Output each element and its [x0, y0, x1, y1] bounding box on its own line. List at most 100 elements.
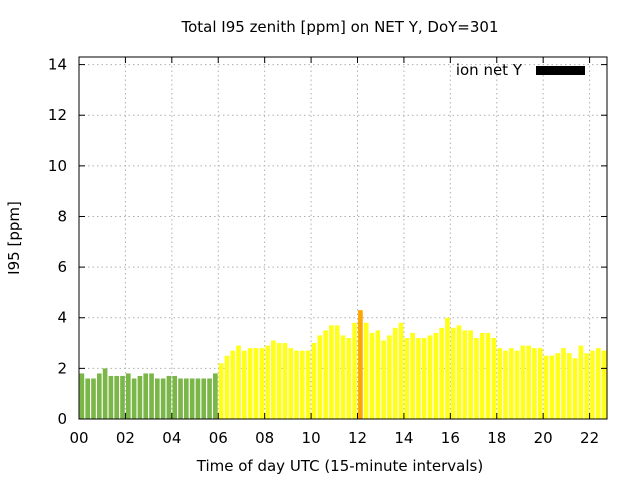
bar — [253, 348, 259, 419]
y-tick-label: 12 — [48, 106, 67, 124]
bar — [155, 378, 160, 419]
bar — [317, 335, 323, 419]
bar — [329, 325, 334, 419]
x-axis-label: Time of day UTC (15-minute intervals) — [196, 457, 483, 475]
bar — [213, 373, 218, 419]
bar — [282, 343, 288, 419]
x-tick-label: 16 — [441, 429, 460, 447]
x-tick-label: 14 — [394, 429, 413, 447]
grid-layer — [79, 57, 607, 419]
bar — [85, 378, 91, 419]
bar — [404, 337, 410, 419]
x-tick-label: 02 — [116, 429, 135, 447]
bar — [474, 337, 479, 419]
bar — [450, 327, 456, 419]
bar — [334, 325, 340, 419]
bar — [555, 353, 560, 419]
bar — [300, 350, 305, 419]
bar — [131, 378, 137, 419]
bar — [160, 378, 166, 419]
bar — [79, 373, 85, 419]
bar — [149, 373, 154, 419]
bar — [201, 378, 207, 419]
bar — [433, 332, 439, 419]
legend-swatch — [536, 66, 585, 75]
bar — [462, 330, 468, 419]
x-tick-label: 00 — [69, 429, 88, 447]
bar — [387, 335, 392, 419]
bar — [166, 375, 172, 419]
bar — [561, 348, 566, 419]
bar — [584, 353, 590, 419]
bar — [526, 345, 531, 419]
bar — [340, 335, 346, 419]
bar — [520, 345, 526, 419]
bar — [479, 332, 485, 419]
bar — [508, 348, 514, 419]
bar — [224, 355, 230, 419]
x-tick-label: 12 — [348, 429, 367, 447]
bar — [265, 345, 270, 419]
x-tick-label: 04 — [162, 429, 181, 447]
x-tick-label: 20 — [534, 429, 553, 447]
bar — [595, 348, 601, 419]
bar — [491, 337, 497, 419]
bar — [91, 378, 96, 419]
bar — [497, 348, 502, 419]
bar — [184, 378, 189, 419]
y-tick-label: 8 — [57, 207, 67, 225]
bar — [352, 322, 357, 419]
bar — [410, 332, 415, 419]
bar — [108, 375, 114, 419]
y-tick-label: 14 — [48, 56, 67, 74]
x-tick-label: 22 — [580, 429, 599, 447]
bar — [549, 355, 555, 419]
bar — [178, 378, 183, 419]
bar — [96, 373, 102, 419]
bar — [532, 348, 537, 419]
y-tick-label: 2 — [57, 359, 67, 377]
bar — [416, 337, 421, 419]
bar — [172, 375, 178, 419]
bar — [601, 350, 607, 419]
bar — [590, 350, 595, 419]
x-tick-label: 18 — [487, 429, 506, 447]
y-axis-label: I95 [ppm] — [5, 201, 23, 275]
bar — [247, 348, 253, 419]
y-tick-label: 0 — [57, 410, 67, 428]
bar — [543, 355, 549, 419]
bar — [363, 322, 369, 419]
bar — [236, 345, 241, 419]
y-tick-label: 10 — [48, 157, 67, 175]
bar — [503, 350, 508, 419]
bar — [218, 363, 224, 419]
plot-frame — [78, 56, 608, 420]
bar — [392, 327, 398, 419]
bar — [114, 375, 120, 419]
bar — [102, 368, 108, 419]
bar — [381, 340, 386, 419]
bar — [485, 332, 491, 419]
bar — [126, 373, 131, 419]
bar — [242, 350, 247, 419]
bar — [572, 358, 578, 419]
x-tick-label: 06 — [209, 429, 228, 447]
bar — [398, 322, 404, 419]
bar — [207, 378, 212, 419]
bar — [445, 317, 450, 419]
bar — [427, 335, 433, 419]
bars-layer — [79, 310, 607, 419]
bar — [375, 330, 381, 419]
chart-title: Total I95 zenith [ppm] on NET Y, DoY=301 — [180, 18, 498, 36]
legend: ion net Y — [456, 61, 585, 79]
bar — [346, 337, 352, 419]
bar — [189, 378, 195, 419]
x-tick-label: 10 — [302, 429, 321, 447]
bar — [456, 325, 462, 419]
bar — [137, 375, 143, 419]
legend-label: ion net Y — [456, 61, 523, 79]
bar — [537, 348, 543, 419]
